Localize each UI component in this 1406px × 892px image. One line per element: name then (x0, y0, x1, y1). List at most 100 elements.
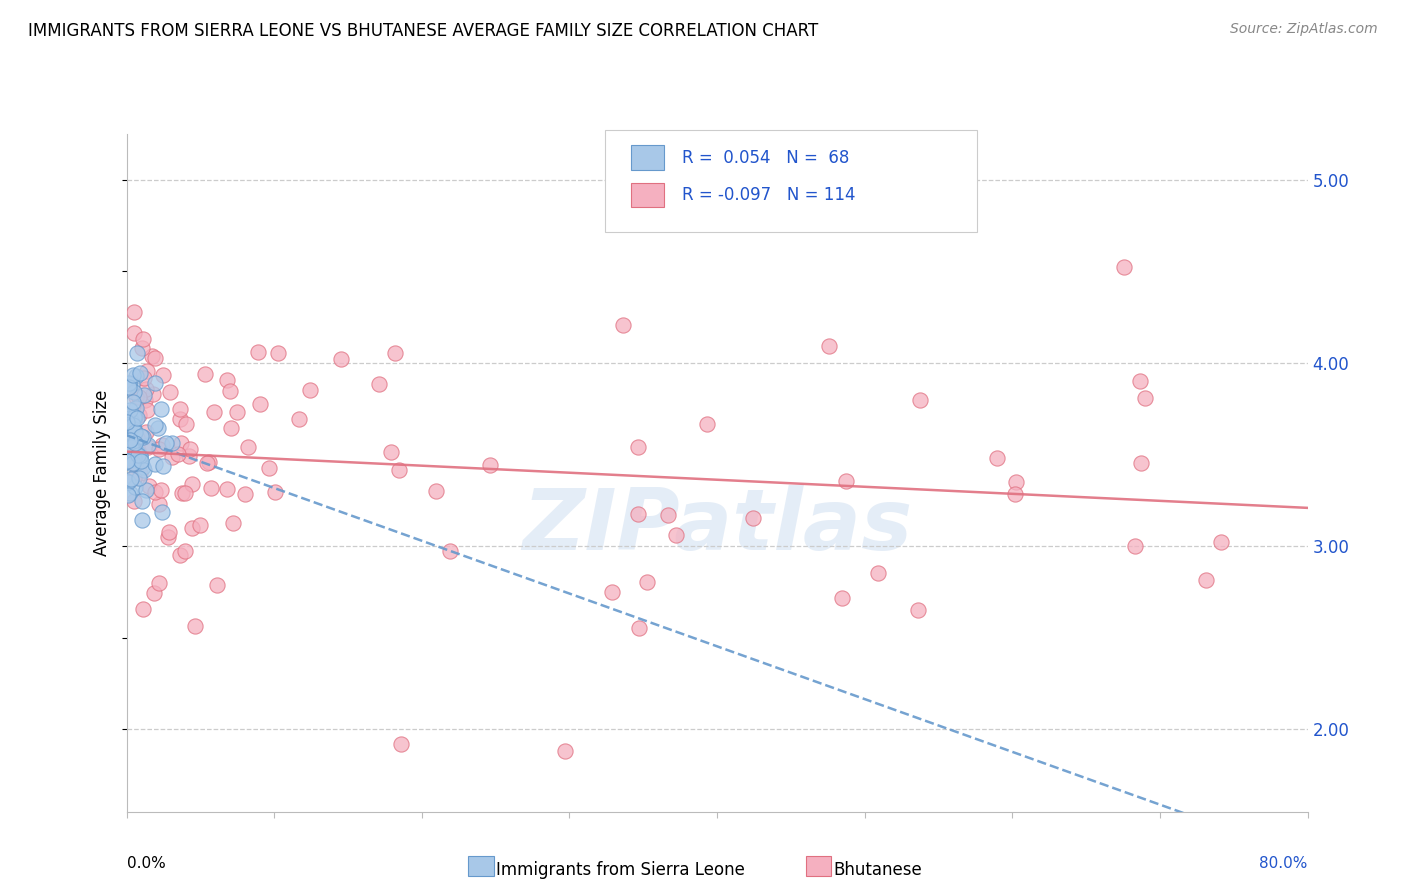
Point (127, 411, 149, 425)
Point (198, 454, 221, 468)
Point (1005, 475, 1028, 489)
Point (121, 438, 143, 452)
Point (665, 528, 688, 542)
Point (122, 451, 145, 466)
Point (122, 456, 145, 470)
Point (115, 409, 138, 423)
Text: 0.0%: 0.0% (127, 855, 166, 871)
Point (115, 416, 138, 430)
Point (122, 326, 145, 341)
Point (200, 481, 222, 495)
Point (152, 368, 174, 382)
Point (657, 508, 679, 523)
Point (120, 440, 142, 454)
Point (636, 575, 658, 590)
Point (742, 511, 765, 525)
Point (125, 346, 148, 360)
Point (121, 377, 143, 392)
Point (150, 438, 173, 452)
Point (117, 475, 139, 490)
Point (834, 474, 856, 488)
Point (122, 456, 145, 470)
Point (122, 449, 145, 463)
Point (129, 466, 152, 480)
FancyBboxPatch shape (631, 145, 664, 169)
Point (288, 412, 311, 426)
Point (121, 422, 143, 436)
Point (120, 472, 142, 486)
Point (222, 516, 245, 530)
Point (233, 487, 256, 501)
Point (122, 409, 145, 424)
Point (143, 484, 166, 499)
Point (155, 436, 177, 450)
Point (129, 429, 152, 443)
Point (194, 367, 217, 381)
Point (117, 450, 139, 464)
Point (122, 456, 145, 470)
Point (167, 447, 190, 461)
Point (907, 603, 929, 617)
Point (122, 304, 145, 318)
Point (817, 338, 839, 352)
Point (172, 486, 194, 500)
Point (169, 402, 191, 417)
Point (696, 417, 718, 431)
Point (179, 442, 201, 457)
Text: R =  0.054   N =  68: R = 0.054 N = 68 (682, 149, 849, 167)
Point (118, 411, 141, 425)
Point (247, 345, 270, 359)
Point (160, 436, 183, 450)
Point (152, 459, 174, 474)
Point (219, 421, 242, 435)
Point (238, 441, 260, 455)
Point (127, 442, 149, 457)
Point (135, 364, 157, 378)
Point (122, 453, 145, 467)
Point (128, 390, 150, 404)
Point (1130, 456, 1153, 470)
Point (148, 442, 170, 456)
Point (143, 351, 166, 366)
Point (129, 453, 152, 467)
Point (1114, 260, 1136, 274)
Point (257, 461, 280, 475)
Point (125, 390, 148, 404)
Point (132, 463, 155, 477)
Point (910, 392, 932, 407)
Point (202, 405, 225, 419)
Point (117, 442, 139, 456)
Point (132, 332, 155, 346)
Point (120, 434, 142, 448)
Point (131, 430, 153, 444)
Point (124, 436, 146, 450)
Point (146, 420, 169, 434)
Text: 80.0%: 80.0% (1260, 855, 1308, 871)
Point (136, 440, 159, 454)
Point (125, 456, 148, 470)
FancyBboxPatch shape (605, 130, 977, 232)
Point (135, 402, 157, 417)
Point (627, 507, 650, 521)
Point (127, 448, 149, 462)
Point (122, 494, 145, 508)
Point (128, 471, 150, 485)
Point (177, 449, 200, 463)
Point (628, 622, 651, 636)
Point (122, 395, 145, 409)
Point (135, 383, 157, 397)
Text: ZIPatlas: ZIPatlas (522, 485, 912, 568)
Point (181, 477, 204, 491)
Point (215, 373, 238, 387)
Point (134, 393, 156, 408)
Point (138, 479, 160, 493)
Point (124, 452, 146, 467)
Point (124, 479, 146, 493)
Point (124, 368, 146, 383)
Point (368, 377, 391, 392)
Point (150, 483, 173, 498)
Point (150, 505, 173, 519)
Point (1129, 374, 1152, 388)
Point (136, 438, 159, 452)
Text: R = -0.097   N = 114: R = -0.097 N = 114 (682, 186, 855, 203)
